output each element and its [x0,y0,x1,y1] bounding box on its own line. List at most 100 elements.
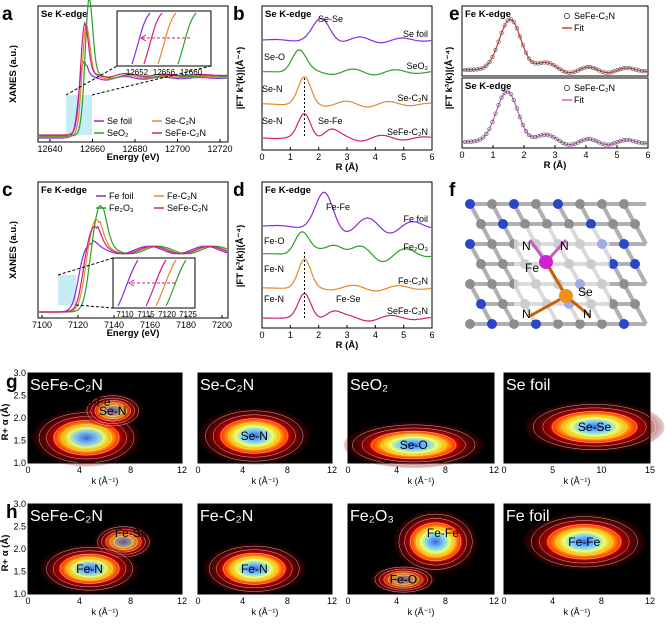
chart-title: Fe K-edge [41,185,87,196]
feature-label: Fe-O [390,573,417,587]
contour-line [86,395,139,427]
contour-line [223,552,286,585]
x-tick-label: 1 [288,330,293,340]
x-tick-label: 4 [394,596,399,606]
data-point [627,138,632,143]
annotation: Fe-N [264,264,284,274]
wavelet-map [197,372,333,465]
atom [619,279,629,289]
inset-tick-label: 7115 [137,310,155,319]
contour-line [53,550,127,588]
x-tick-label: 0 [259,152,264,162]
curve-label: SeO₂ [406,61,428,71]
contour-line [61,424,112,452]
map-frame [503,503,651,595]
data-point [621,66,626,71]
contour-line [388,572,419,587]
contour-line [66,557,113,581]
data-point [539,133,544,138]
x-tick-label: 8 [599,596,604,606]
x-axis-label: R (Å) [336,162,359,173]
atom [509,199,519,209]
atom [487,239,497,249]
atom [630,299,640,309]
y-tick-label: 2.0 [13,544,26,554]
contour-line [361,427,466,463]
wavelet-map [197,503,333,595]
contour-line [390,437,437,453]
contour-line [220,418,288,454]
data-point [584,64,590,70]
curve-label: Fe-C₂N [398,276,428,286]
x-tick-label: 12 [489,465,499,475]
feature-label: Fe-N [76,562,103,576]
map-title: Fe foil [506,508,550,525]
data-point [566,70,571,75]
x-tick-label: 0 [501,596,506,606]
data-point [536,61,541,66]
data-point [618,66,623,72]
x-tick-label: 12720 [207,144,232,154]
atom [476,259,486,269]
annotation: Fe-O [264,236,285,246]
curve-label: Se foil [403,29,428,39]
inset-line [157,12,177,65]
data-point [606,142,611,147]
x-axis-label: Energy (eV) [107,328,160,339]
atom [465,279,475,289]
x-tick-label: 8 [443,465,448,475]
inset-connector [75,304,114,309]
atom [630,259,640,269]
wavelet-map [503,503,651,595]
data-point [508,17,513,22]
contour-line [113,535,134,548]
data-point [542,132,547,137]
map-frame [197,372,333,464]
x-tick-label: 1 [288,152,293,162]
panel-label-b: b [233,4,245,25]
contour-line [46,547,133,591]
data-point [639,68,645,74]
x-tick-label: 0 [25,596,30,606]
legend-label: SeFe-C₂N [165,128,206,138]
series-line-SeFe-C2N [39,225,228,313]
data-point [642,141,648,146]
feature-label: Se-Fe [78,395,111,409]
legend-label: Se foil [107,116,132,126]
data-point [618,138,623,144]
inset-tick-label: 12652 [126,68,149,77]
data-point [472,139,477,144]
atom [487,319,497,329]
data-point [487,126,492,131]
data-point [520,43,526,48]
data-point [462,139,468,145]
series-line [262,191,432,234]
inset-line [131,12,151,65]
x-tick-label: 7160 [140,320,160,330]
atom [498,299,508,309]
data-point [533,61,538,66]
data-point [514,106,519,111]
x-axis-label: k (Å⁻¹) [92,607,119,617]
map-title: SeFe-C₂N [30,508,103,525]
x-axis-label: k (Å⁻¹) [408,476,435,486]
inset-line [143,12,163,65]
inset-arrow-head [128,279,135,287]
contour-line [90,397,135,424]
atom [619,199,629,209]
atom [559,289,573,303]
contour-line [542,407,647,447]
atom [575,319,585,329]
data-point [481,65,486,70]
feature-label: Se-N [241,429,268,443]
inset-arrow-head [140,34,147,42]
data-point [496,103,501,108]
x-tick-label: 4 [550,596,555,606]
contour-line [383,570,424,589]
map-peak [105,531,142,553]
contour-line [530,516,638,568]
data-point [569,142,574,147]
legend-label: SeO₂ [107,128,129,138]
legend-label: Fe-C₂N [167,191,197,201]
